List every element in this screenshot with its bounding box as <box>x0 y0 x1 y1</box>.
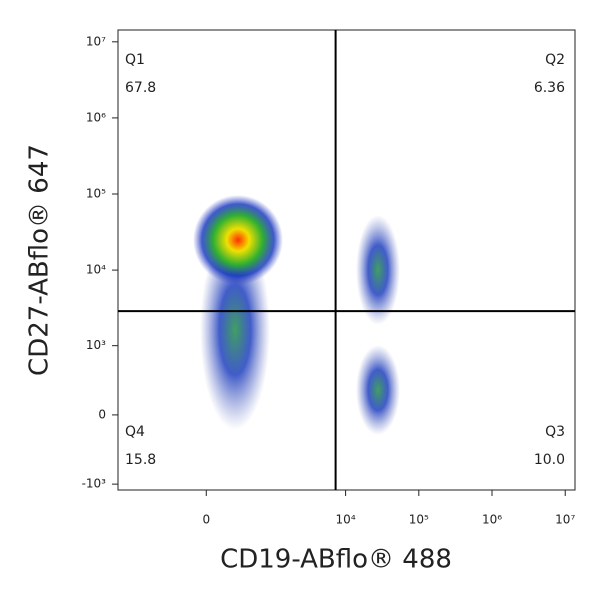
cloud <box>356 345 400 435</box>
y-tick-label: 0 <box>98 407 106 421</box>
y-tick-label: 10⁷ <box>86 34 106 48</box>
plot-frame <box>117 29 576 491</box>
x-tick-label: 0 <box>202 513 210 527</box>
y-tick-label: 10⁴ <box>86 263 106 277</box>
x-tick-label: 10⁷ <box>555 513 575 527</box>
y-tick-label: 10⁵ <box>86 187 106 201</box>
quadrant-percent: 67.8 <box>125 80 156 96</box>
population-clouds <box>193 195 400 435</box>
x-tick-label: 10⁴ <box>336 513 356 527</box>
quadrant-percent: 15.8 <box>125 452 156 468</box>
x-tick-label: 10⁶ <box>482 513 502 527</box>
quadrant-name: Q2 <box>545 52 565 68</box>
y-tick-label: -10³ <box>82 477 107 491</box>
quadrant-percent: 6.36 <box>534 80 565 96</box>
x-axis-label: CD19-ABflo® 488 <box>220 545 452 575</box>
quadrant-name: Q3 <box>545 424 565 440</box>
quadrant-percent: 10.0 <box>534 452 565 468</box>
cloud <box>356 215 400 325</box>
quadrant-name: Q4 <box>125 424 145 440</box>
y-axis-label: CD27-ABflo® 647 <box>25 144 55 376</box>
x-tick-label: 10⁵ <box>409 513 429 527</box>
y-tick-label: 10³ <box>86 338 106 352</box>
y-tick-label: 10⁶ <box>86 110 106 124</box>
quadrant-name: Q1 <box>125 52 145 68</box>
cloud <box>193 195 283 285</box>
